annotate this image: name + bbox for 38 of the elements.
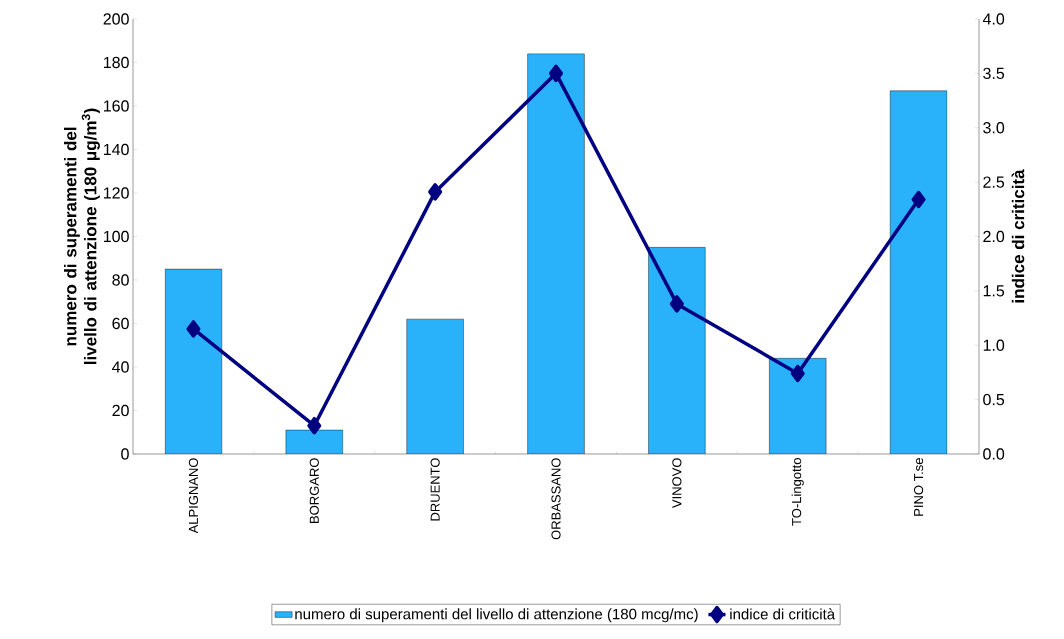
y2-tick-label: 2.5: [983, 176, 1005, 188]
x-tick-label: VINOVO: [672, 458, 682, 509]
x-tick-label: PINO T.se: [913, 458, 924, 516]
y-axis-title: numero di superamenti del livello di attenzione (180 μg/m$^{3}$): [63, 108, 100, 365]
point: [549, 64, 564, 83]
y2-tick-label: 0.5: [983, 393, 1005, 406]
x-tick-label: BORGARO: [309, 458, 319, 523]
y2-tick-label: 4.0: [982, 13, 1005, 25]
legend-label: numero di superamenti del livello di attenzione (180 mcg/mc): [295, 608, 698, 623]
y-tick-label: 60: [112, 317, 129, 330]
point: [428, 183, 443, 201]
y-tick-label: 180: [104, 56, 129, 69]
y-tick-label: 100: [104, 230, 129, 243]
y2-tick-label: 1.0: [983, 339, 1005, 351]
point: [790, 364, 805, 383]
x-tick-label: ALPIGNANO: [188, 458, 199, 534]
x-tick-label: ORBASSANO: [551, 458, 561, 540]
y-tick-label: 200: [103, 13, 129, 25]
x-tick-label: TO-Lingotto: [791, 458, 804, 526]
y2-tick-label: 2.0: [983, 230, 1005, 243]
y-tick-label: 80: [112, 274, 129, 286]
y2-tick-label: 1.5: [983, 285, 1005, 297]
y-tick-label: 20: [112, 404, 129, 417]
y-tick-label: 40: [112, 361, 129, 373]
y-tick-label: 160: [104, 100, 129, 112]
y2-tick-label: 3.0: [983, 122, 1005, 134]
y-tick-label: 140: [104, 143, 129, 156]
y2-tick-label: 3.5: [983, 67, 1005, 80]
y2-axis-title: indice di criticità: [1011, 169, 1025, 303]
legend-label: indice di criticità: [730, 608, 836, 620]
point: [186, 320, 201, 338]
y-tick-label: 120: [104, 187, 129, 199]
x-tick-label: DRUENTO: [430, 458, 440, 521]
y2-tick-label: 0.0: [983, 448, 1005, 460]
y-tick-label: 0: [121, 448, 129, 460]
point: [911, 190, 926, 209]
point: [669, 295, 684, 313]
point: [307, 416, 322, 435]
